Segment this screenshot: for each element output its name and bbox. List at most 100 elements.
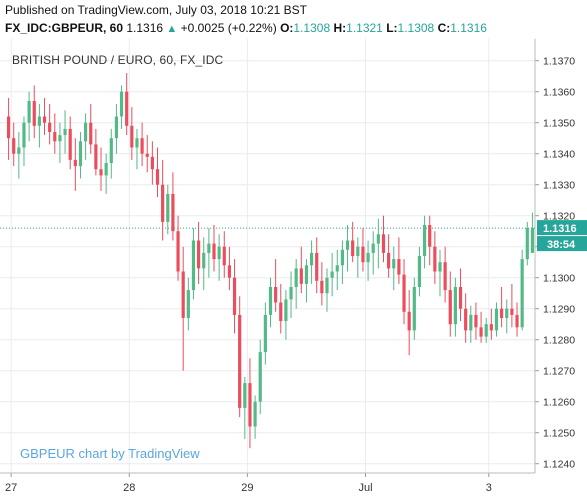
candle-up — [330, 271, 334, 278]
candle-down — [99, 169, 103, 176]
candle-up — [309, 252, 314, 266]
candle-down — [130, 125, 134, 148]
chart-frame[interactable]: 1.1370 1.1360 1.1350 1.1340 1.1330 1.1320 1.13… — [0, 39, 587, 499]
x-tick-label: 3 — [486, 482, 492, 494]
candle-down — [458, 287, 463, 309]
candle-down — [464, 308, 468, 331]
candle-up — [166, 194, 170, 222]
candle-down — [320, 280, 324, 294]
candle-up — [119, 91, 124, 117]
y-tick-label: 1.1360 — [543, 87, 575, 99]
candle-up — [114, 116, 119, 139]
candle-up — [525, 228, 529, 260]
candle-up — [135, 138, 139, 148]
candle-down — [279, 302, 283, 322]
candle-up — [366, 252, 370, 263]
x-tick-label: 29 — [241, 482, 253, 494]
candle-down — [474, 314, 478, 328]
candle-up — [27, 101, 31, 123]
candle-down — [94, 144, 98, 170]
symbol-label: FX_IDC:GBPEUR, 60 — [5, 21, 124, 35]
candle-up — [325, 277, 329, 294]
candle-up — [284, 299, 288, 322]
candle-down — [381, 234, 386, 253]
open-value: 1.1308 — [293, 21, 331, 35]
low-value: 1.1308 — [397, 21, 435, 35]
candle-up — [422, 225, 427, 256]
y-tick-label: 1.1260 — [543, 397, 575, 409]
y-tick-label: 1.1320 — [543, 211, 575, 223]
candle-up — [304, 265, 309, 284]
candle-down — [32, 101, 36, 126]
y-tick-label: 1.1370 — [543, 56, 575, 68]
candle-down — [387, 252, 391, 269]
current-price-label: 1.1316 — [543, 223, 577, 235]
candle-down — [6, 116, 11, 139]
candle-up — [356, 246, 360, 256]
candle-up — [412, 287, 416, 331]
candle-down — [42, 116, 47, 123]
y-tick-label: 1.1290 — [543, 304, 575, 316]
y-tick-label: 1.1300 — [543, 273, 575, 285]
candle-down — [315, 252, 319, 281]
candle-up — [217, 246, 221, 260]
candle-up — [104, 163, 108, 176]
watermark-link[interactable]: GBPEUR chart by TradingView — [20, 446, 200, 461]
candle-down — [448, 290, 452, 325]
candle-up — [58, 135, 62, 142]
candle-up — [520, 259, 524, 328]
y-tick-label: 1.1340 — [543, 149, 575, 161]
low-label: L: — [386, 21, 398, 35]
candle-down — [73, 159, 77, 167]
candle-down — [299, 268, 303, 284]
open-label: O: — [280, 21, 294, 35]
candle-down — [407, 311, 411, 331]
candle-down — [89, 122, 93, 145]
candle-up — [22, 122, 26, 148]
y-tick-label: 1.1350 — [543, 118, 575, 130]
candle-down — [351, 240, 355, 256]
chart-title: BRITISH POUND / EURO, 60, FX_IDC — [12, 53, 224, 67]
high-label: H: — [333, 21, 347, 35]
candle-down — [145, 153, 149, 157]
candle-up — [376, 234, 380, 244]
y-tick-label: 1.1270 — [543, 366, 575, 378]
candle-down — [433, 246, 437, 272]
candle-up — [17, 147, 21, 154]
candle-down — [248, 383, 252, 427]
candle-up — [63, 128, 67, 136]
candle-down — [161, 184, 165, 222]
candle-up — [345, 240, 350, 250]
candle-down — [68, 128, 72, 160]
candle-up — [37, 116, 41, 126]
current-price-tag — [537, 220, 587, 236]
candlestick-chart[interactable]: 1.13701.13601.13501.13401.13301.13201.13… — [0, 39, 587, 499]
y-tick-label: 1.1240 — [543, 459, 575, 471]
candle-up — [191, 240, 196, 291]
candle-up — [109, 138, 113, 163]
candle-down — [222, 246, 226, 266]
candle-down — [197, 240, 201, 269]
candle-up — [202, 252, 206, 269]
candle-up — [469, 314, 473, 331]
candle-down — [227, 265, 232, 278]
candle-down — [500, 308, 504, 318]
candle-down — [48, 122, 52, 132]
candle-up — [294, 268, 298, 287]
y-tick-label: 1.1280 — [543, 335, 575, 347]
candle-down — [361, 246, 365, 263]
candle-up — [505, 308, 509, 318]
x-tick-label: Jul — [358, 482, 372, 494]
last-price: 1.1316 — [126, 21, 164, 35]
candle-up — [258, 352, 262, 402]
candle-down — [479, 327, 483, 337]
y-tick-label: 1.1330 — [543, 180, 575, 192]
candle-up — [186, 290, 190, 318]
candle-up — [371, 243, 375, 253]
candle-up — [263, 314, 267, 353]
quote-bar: FX_IDC:GBPEUR, 60 1.1316 ▲ +0.0025 (+0.2… — [5, 21, 487, 35]
candle-down — [232, 277, 237, 315]
candle-up — [335, 265, 339, 272]
candle-up — [392, 259, 396, 269]
candle-down — [489, 324, 493, 331]
